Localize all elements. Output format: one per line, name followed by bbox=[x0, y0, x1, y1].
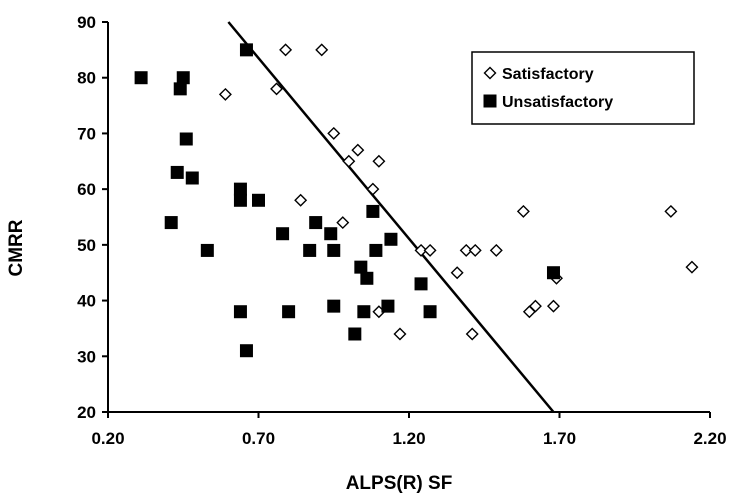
legend-square-icon bbox=[483, 94, 497, 108]
satisfactory-point bbox=[459, 243, 473, 257]
unsatisfactory-point bbox=[327, 243, 341, 257]
satisfactory-point bbox=[342, 154, 356, 168]
unsatisfactory-point bbox=[366, 204, 380, 218]
y-tick-label: 80 bbox=[77, 69, 96, 88]
divider-lines bbox=[227, 21, 555, 413]
legend-diamond-icon bbox=[483, 66, 497, 80]
satisfactory-point bbox=[414, 243, 428, 257]
satisfactory-point bbox=[393, 327, 407, 341]
y-tick-label: 90 bbox=[77, 13, 96, 32]
unsatisfactory-point bbox=[360, 271, 374, 285]
unsatisfactory-point bbox=[282, 305, 296, 319]
unsatisfactory-point bbox=[327, 299, 341, 313]
satisfactory-point bbox=[218, 87, 232, 101]
unsatisfactory-point bbox=[179, 132, 193, 146]
satisfactory-point bbox=[528, 299, 542, 313]
x-tick-label: 0.20 bbox=[91, 429, 124, 448]
y-tick-label: 70 bbox=[77, 124, 96, 143]
separation-line bbox=[227, 21, 555, 413]
y-tick-label: 40 bbox=[77, 292, 96, 311]
x-tick-label: 0.70 bbox=[242, 429, 275, 448]
unsatisfactory-point bbox=[200, 243, 214, 257]
y-tick-label: 60 bbox=[77, 180, 96, 199]
unsatisfactory-point bbox=[233, 305, 247, 319]
x-tick-label: 1.20 bbox=[392, 429, 425, 448]
unsatisfactory-point bbox=[354, 260, 368, 274]
y-tick-label: 30 bbox=[77, 347, 96, 366]
unsatisfactory-point bbox=[134, 71, 148, 85]
unsatisfactory-point bbox=[303, 243, 317, 257]
y-axis-title: CMRR bbox=[6, 219, 27, 276]
satisfactory-point bbox=[450, 266, 464, 280]
chart-legend: Satisfactory Unsatisfactory bbox=[471, 51, 695, 125]
satisfactory-point bbox=[516, 204, 530, 218]
unsatisfactory-point bbox=[173, 82, 187, 96]
unsatisfactory-point bbox=[233, 193, 247, 207]
axis-ticks bbox=[102, 21, 711, 418]
unsatisfactory-point bbox=[414, 277, 428, 291]
data-points bbox=[134, 43, 699, 358]
satisfactory-point bbox=[465, 327, 479, 341]
x-tick-label: 1.70 bbox=[543, 429, 576, 448]
satisfactory-point bbox=[315, 43, 329, 57]
satisfactory-point bbox=[664, 204, 678, 218]
y-tick-label: 50 bbox=[77, 236, 96, 255]
satisfactory-point bbox=[270, 82, 284, 96]
satisfactory-point bbox=[685, 260, 699, 274]
unsatisfactory-point bbox=[369, 243, 383, 257]
satisfactory-point bbox=[294, 193, 308, 207]
tick-labels: 20 30 40 50 60 70 80 90 0.20 0.70 1.20 1.70 2.20 bbox=[77, 13, 726, 448]
unsatisfactory-point bbox=[309, 216, 323, 230]
satisfactory-point bbox=[351, 143, 365, 157]
unsatisfactory-point bbox=[252, 193, 265, 207]
legend-box bbox=[471, 51, 695, 125]
unsatisfactory-point bbox=[164, 216, 178, 230]
legend-label: Satisfactory bbox=[502, 66, 594, 83]
unsatisfactory-point bbox=[381, 299, 395, 313]
satisfactory-point bbox=[279, 43, 293, 57]
satisfactory-point bbox=[489, 243, 503, 257]
unsatisfactory-point bbox=[176, 71, 190, 85]
x-axis-title: ALPS(R) SF bbox=[346, 473, 453, 494]
satisfactory-point bbox=[546, 299, 560, 313]
unsatisfactory-point bbox=[185, 171, 199, 185]
satisfactory-point bbox=[423, 243, 437, 257]
unsatisfactory-point bbox=[170, 165, 184, 179]
unsatisfactory-point bbox=[348, 327, 362, 341]
y-tick-label: 20 bbox=[77, 403, 96, 422]
unsatisfactory-point bbox=[233, 182, 247, 196]
unsatisfactory-point bbox=[423, 305, 437, 319]
unsatisfactory-point bbox=[239, 43, 253, 57]
unsatisfactory-point bbox=[357, 305, 371, 319]
satisfactory-point bbox=[336, 216, 350, 230]
satisfactory-point bbox=[366, 182, 380, 196]
legend-label: Unsatisfactory bbox=[502, 94, 613, 111]
unsatisfactory-point bbox=[324, 227, 338, 241]
x-tick-label: 2.20 bbox=[693, 429, 726, 448]
unsatisfactory-point bbox=[276, 227, 290, 241]
satisfactory-point bbox=[468, 243, 482, 257]
unsatisfactory-point bbox=[384, 232, 398, 246]
satisfactory-point bbox=[372, 154, 386, 168]
unsatisfactory-point bbox=[546, 266, 560, 280]
satisfactory-point bbox=[327, 126, 341, 140]
unsatisfactory-point bbox=[239, 344, 253, 358]
